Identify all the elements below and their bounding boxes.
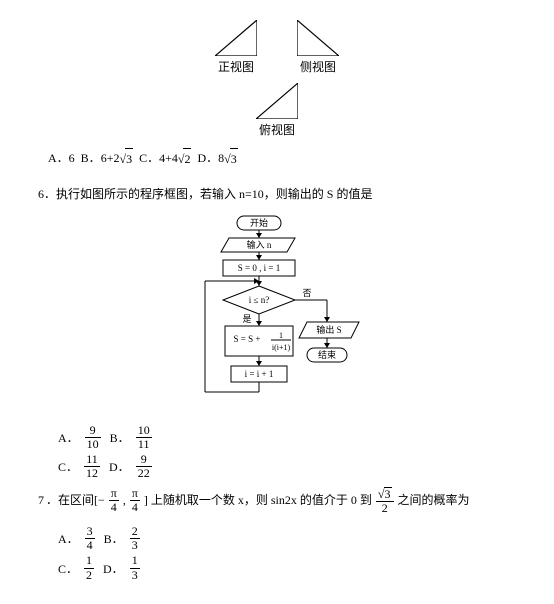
q5-c-prefix: 4+4 xyxy=(159,151,178,165)
q7-text-b: ] 上随机取一个数 x，则 sin2x 的值介于 0 到 xyxy=(144,491,372,510)
q7-ans-ab: A． 34 B． 23 xyxy=(58,525,524,552)
q7-text-c: 之间的概率为 xyxy=(398,491,470,510)
q6-d-frac: 922 xyxy=(136,453,152,480)
flow-output: 输出 S xyxy=(316,324,341,335)
q7-d-frac: 13 xyxy=(130,554,140,581)
flow-body-num: 1 xyxy=(279,331,283,340)
q5-b-sqrt: 3 xyxy=(119,148,133,171)
q5-b-prefix: 6+2 xyxy=(101,151,120,165)
side-view-label: 侧视图 xyxy=(300,58,336,75)
q7-a-frac: 34 xyxy=(85,525,95,552)
flow-step: i = i + 1 xyxy=(245,369,274,379)
q6-b-label: B． xyxy=(107,429,130,446)
flow-input: 输入 n xyxy=(247,239,272,250)
q6-flowchart: 开始 输入 n S = 0 , i = 1 i ≤ n? 是 否 S = S + xyxy=(30,214,524,414)
q5-a: 6 xyxy=(69,151,75,165)
q7-rhs-sqrt: 3 xyxy=(378,487,392,501)
q5-c-sqrt: 2 xyxy=(178,148,192,171)
q5-a-label: A． xyxy=(48,151,69,165)
q7-answers: A． 34 B． 23 C． 12 D． 13 xyxy=(58,525,524,582)
flow-body-den: i(i+1) xyxy=(272,343,291,352)
views-row-2: 俯视图 xyxy=(30,83,524,138)
flow-yes: 是 xyxy=(242,314,251,324)
side-view: 侧视图 xyxy=(297,20,339,75)
q6-c-frac: 1112 xyxy=(84,453,100,480)
q6-ans-ab: A． 910 B． 1011 xyxy=(58,424,524,451)
q6-a-frac: 910 xyxy=(85,424,101,451)
q6-a-label: A． xyxy=(58,429,79,446)
q5-d-label: D． xyxy=(197,151,218,165)
top-triangle-icon xyxy=(256,83,298,119)
q7-b-frac: 23 xyxy=(130,525,140,552)
q7-c-frac: 12 xyxy=(84,554,94,581)
q7-comma: , xyxy=(123,491,126,510)
q7-a-label: A． xyxy=(58,530,79,547)
q7-ans-cd: C． 12 D． 13 xyxy=(58,554,524,581)
q6-ans-cd: C． 1112 D． 922 xyxy=(58,453,524,480)
side-triangle-icon xyxy=(297,20,339,56)
front-view-label: 正视图 xyxy=(218,58,254,75)
q6-b-frac: 1011 xyxy=(136,424,152,451)
q7-number: 7 xyxy=(38,491,44,510)
q6-c-label: C． xyxy=(58,458,78,475)
q5-d-sqrt: 3 xyxy=(224,148,238,171)
q7-c-label: C． xyxy=(58,560,78,577)
top-view: 俯视图 xyxy=(256,83,298,138)
q6-d-label: D． xyxy=(106,458,130,475)
q7-text-a: ．在区间[− xyxy=(46,491,105,510)
front-view: 正视图 xyxy=(215,20,257,75)
q5-b-label: B． xyxy=(81,151,101,165)
views-block: 正视图 侧视图 俯视图 xyxy=(30,20,524,138)
q7-d-label: D． xyxy=(100,560,124,577)
q6-body: ．执行如图所示的程序框图，若输入 n=10，则输出的 S 的值是 xyxy=(44,187,372,201)
flow-cond: i ≤ n? xyxy=(249,295,269,305)
flowchart-icon: 开始 输入 n S = 0 , i = 1 i ≤ n? 是 否 S = S + xyxy=(167,214,387,414)
q5-c-label: C． xyxy=(139,151,159,165)
q5-answers: A．6 B．6+23 C．4+42 D．83 xyxy=(48,148,524,171)
flow-body-top: S = S + xyxy=(234,334,261,344)
q6-text: 6．执行如图所示的程序框图，若输入 n=10，则输出的 S 的值是 xyxy=(38,185,524,204)
q7-upper: π4 xyxy=(130,487,140,514)
q7-rhs: 3 2 xyxy=(376,487,394,516)
flow-no: 否 xyxy=(302,288,311,298)
q7-b-label: B． xyxy=(101,530,124,547)
flow-end: 结束 xyxy=(318,349,336,360)
front-triangle-icon xyxy=(215,20,257,56)
q7-lower: π4 xyxy=(109,487,119,514)
q7-text: 7．在区间[− π4 , π4 ] 上随机取一个数 x，则 sin2x 的值介于… xyxy=(38,487,524,516)
top-view-label: 俯视图 xyxy=(259,121,295,138)
flow-init: S = 0 , i = 1 xyxy=(238,263,280,273)
q6-answers: A． 910 B． 1011 C． 1112 D． 922 xyxy=(58,424,524,481)
flow-start: 开始 xyxy=(250,217,268,228)
views-row-1: 正视图 侧视图 xyxy=(30,20,524,75)
